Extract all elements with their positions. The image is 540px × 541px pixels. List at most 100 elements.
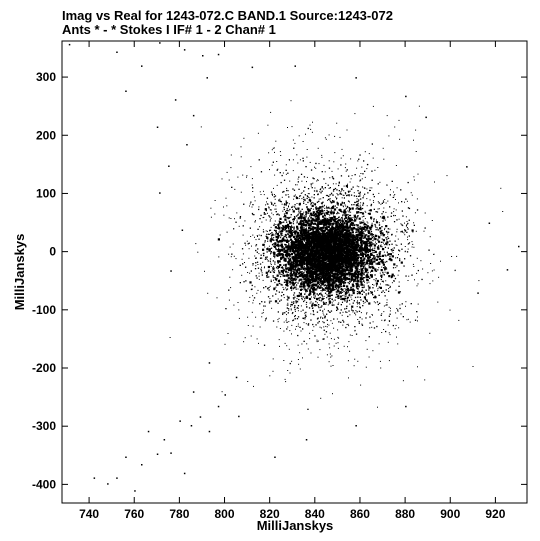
data-point <box>368 237 371 240</box>
data-point <box>360 206 362 208</box>
data-point <box>346 299 348 301</box>
data-point <box>367 251 369 253</box>
data-point <box>294 238 297 241</box>
data-point <box>360 260 362 262</box>
data-point <box>313 304 315 306</box>
data-point <box>328 290 330 293</box>
data-point <box>329 260 331 262</box>
data-point <box>344 276 347 278</box>
data-point <box>304 252 307 255</box>
data-point <box>368 212 371 215</box>
data-point <box>303 256 306 260</box>
data-point <box>348 240 351 243</box>
data-point <box>351 305 354 308</box>
data-point <box>281 249 283 252</box>
data-point <box>361 286 363 289</box>
data-point <box>309 229 312 232</box>
data-point <box>333 282 335 284</box>
data-point <box>294 318 296 320</box>
data-point <box>304 281 308 284</box>
data-point <box>310 183 312 185</box>
data-point <box>387 247 389 249</box>
data-point <box>299 293 302 296</box>
data-point <box>345 289 348 291</box>
data-point <box>314 213 317 216</box>
data-point <box>300 271 302 273</box>
data-point <box>401 201 403 203</box>
data-point <box>357 243 360 246</box>
data-point <box>328 229 330 231</box>
data-point <box>403 265 405 267</box>
data-point <box>325 254 327 256</box>
data-point <box>335 256 337 258</box>
data-point <box>275 247 277 250</box>
data-point <box>367 271 369 274</box>
data-point <box>302 258 305 262</box>
data-point <box>341 282 343 284</box>
data-point <box>319 206 321 208</box>
data-point <box>277 244 280 247</box>
data-point <box>338 247 340 249</box>
data-point <box>319 279 321 282</box>
data-point <box>318 264 321 267</box>
data-point <box>338 230 341 232</box>
data-point <box>300 263 303 265</box>
data-point <box>347 224 349 226</box>
data-point <box>292 283 295 286</box>
data-point <box>275 238 278 241</box>
data-point <box>306 269 308 271</box>
data-point <box>355 231 358 233</box>
data-point <box>331 230 333 232</box>
data-point <box>342 214 344 216</box>
data-point <box>259 303 261 305</box>
data-point <box>352 302 354 304</box>
data-point <box>344 249 346 251</box>
data-point <box>285 284 288 287</box>
data-point <box>282 229 284 231</box>
data-point <box>268 215 270 217</box>
data-point <box>295 244 297 246</box>
data-point <box>330 268 333 270</box>
data-point <box>298 176 300 178</box>
data-point <box>313 270 316 273</box>
data-point <box>282 312 284 314</box>
data-point <box>315 300 317 303</box>
data-point <box>300 238 303 241</box>
data-point <box>401 303 403 305</box>
data-point <box>334 252 337 255</box>
data-point <box>331 246 335 249</box>
data-point <box>312 235 315 239</box>
data-point <box>356 211 358 213</box>
data-point <box>370 231 373 233</box>
data-point <box>286 221 288 223</box>
data-point <box>333 241 336 243</box>
data-point <box>341 241 344 243</box>
data-point <box>312 302 314 304</box>
data-point <box>372 251 374 254</box>
data-point <box>281 238 284 241</box>
data-point <box>270 238 272 240</box>
data-point <box>357 288 359 290</box>
data-point <box>336 295 339 298</box>
data-point <box>364 241 367 244</box>
data-point <box>303 262 306 265</box>
data-point <box>323 219 325 222</box>
data-point <box>343 251 345 254</box>
data-point <box>308 297 312 301</box>
data-point <box>257 267 260 269</box>
data-point <box>352 220 354 222</box>
data-point <box>353 249 355 251</box>
data-point <box>350 227 353 229</box>
data-point <box>333 250 336 253</box>
data-point <box>370 270 373 272</box>
data-point <box>297 256 299 258</box>
data-point <box>289 266 292 269</box>
data-point <box>319 222 322 225</box>
data-point <box>305 259 307 261</box>
data-point <box>336 309 338 311</box>
data-point <box>263 213 265 215</box>
data-point <box>331 273 333 275</box>
data-point <box>308 284 310 286</box>
data-point <box>301 238 303 240</box>
data-point <box>346 255 349 257</box>
